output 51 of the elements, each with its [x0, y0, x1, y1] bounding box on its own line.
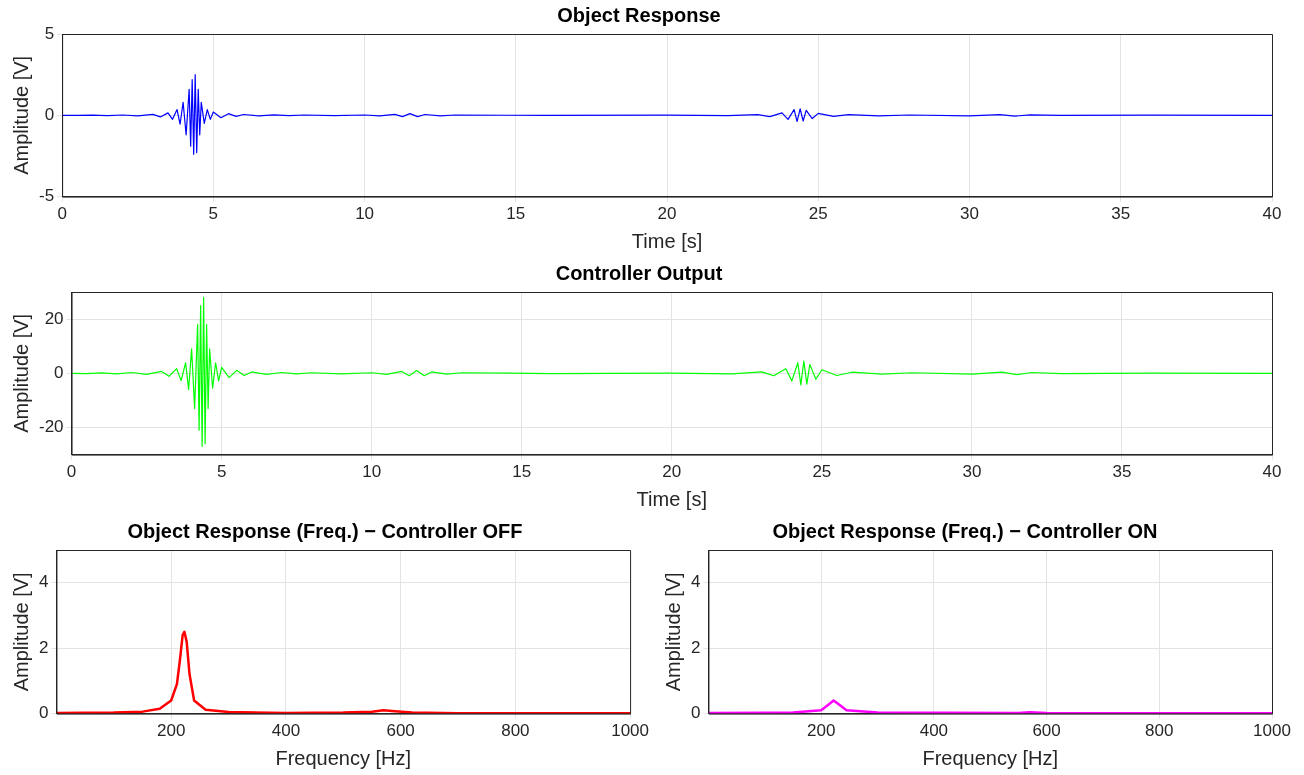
x-tick-label: 5: [208, 204, 219, 224]
y-tick-label: 0: [44, 104, 55, 124]
y-axis-title: Amplitude [V]: [9, 572, 32, 692]
x-tick-label: 10: [362, 462, 382, 482]
x-tick-label: 200: [156, 721, 186, 741]
x-tick-label: 800: [1145, 721, 1174, 741]
chart-title: Controller Output: [555, 261, 723, 284]
x-tick-label: 40: [1262, 204, 1282, 224]
y-tick-label: 2: [38, 637, 49, 657]
x-tick-label: 15: [506, 204, 526, 224]
x-tick-label: 20: [657, 204, 677, 224]
chart-title: Object Response: [557, 3, 721, 26]
x-tick-label: 20: [662, 462, 682, 482]
x-tick-label: 600: [386, 721, 415, 741]
y-tick-label: 0: [38, 703, 49, 723]
chart-title: Object Response (Freq.) − Controller OFF: [127, 519, 523, 542]
chart-title: Object Response (Freq.) − Controller ON: [772, 519, 1158, 542]
x-tick-label: 10: [355, 204, 375, 224]
x-axis-title: Frequency [Hz]: [275, 746, 412, 769]
x-axis-title: Frequency [Hz]: [922, 746, 1059, 769]
x-axis-title: Time [s]: [636, 487, 707, 510]
x-tick-label: 25: [812, 462, 832, 482]
x-tick-label: 1000: [611, 721, 649, 741]
x-tick-label: 25: [808, 204, 828, 224]
x-tick-label: 35: [1111, 204, 1131, 224]
x-axis-title: Time [s]: [631, 229, 703, 252]
y-axis-title: Amplitude [V]: [9, 55, 32, 175]
y-axis-title: Amplitude [V]: [661, 572, 684, 692]
y-tick-label: 5: [44, 23, 55, 43]
x-tick-label: 800: [501, 721, 530, 741]
x-tick-label: 0: [66, 462, 77, 482]
y-tick-label: 0: [54, 362, 64, 382]
y-tick-label: 4: [38, 572, 49, 592]
y-tick-label: 4: [690, 572, 701, 592]
y-tick-label: -5: [38, 186, 55, 206]
x-tick-label: 30: [962, 462, 982, 482]
y-tick-label: 20: [44, 308, 64, 328]
x-tick-label: 600: [1032, 721, 1061, 741]
x-tick-label: 400: [271, 721, 301, 741]
x-tick-label: 1000: [1253, 721, 1291, 741]
y-axis-title: Amplitude [V]: [9, 313, 32, 433]
y-tick-label: 0: [690, 703, 701, 723]
x-tick-label: 15: [512, 462, 532, 482]
x-tick-label: 35: [1112, 462, 1132, 482]
x-tick-label: 40: [1262, 462, 1282, 482]
y-tick-label: 2: [690, 637, 701, 657]
x-tick-label: 400: [919, 721, 949, 741]
x-tick-label: 30: [960, 204, 979, 224]
x-tick-label: 5: [216, 462, 227, 482]
x-tick-label: 200: [806, 721, 836, 741]
y-tick-label: -20: [38, 417, 64, 437]
